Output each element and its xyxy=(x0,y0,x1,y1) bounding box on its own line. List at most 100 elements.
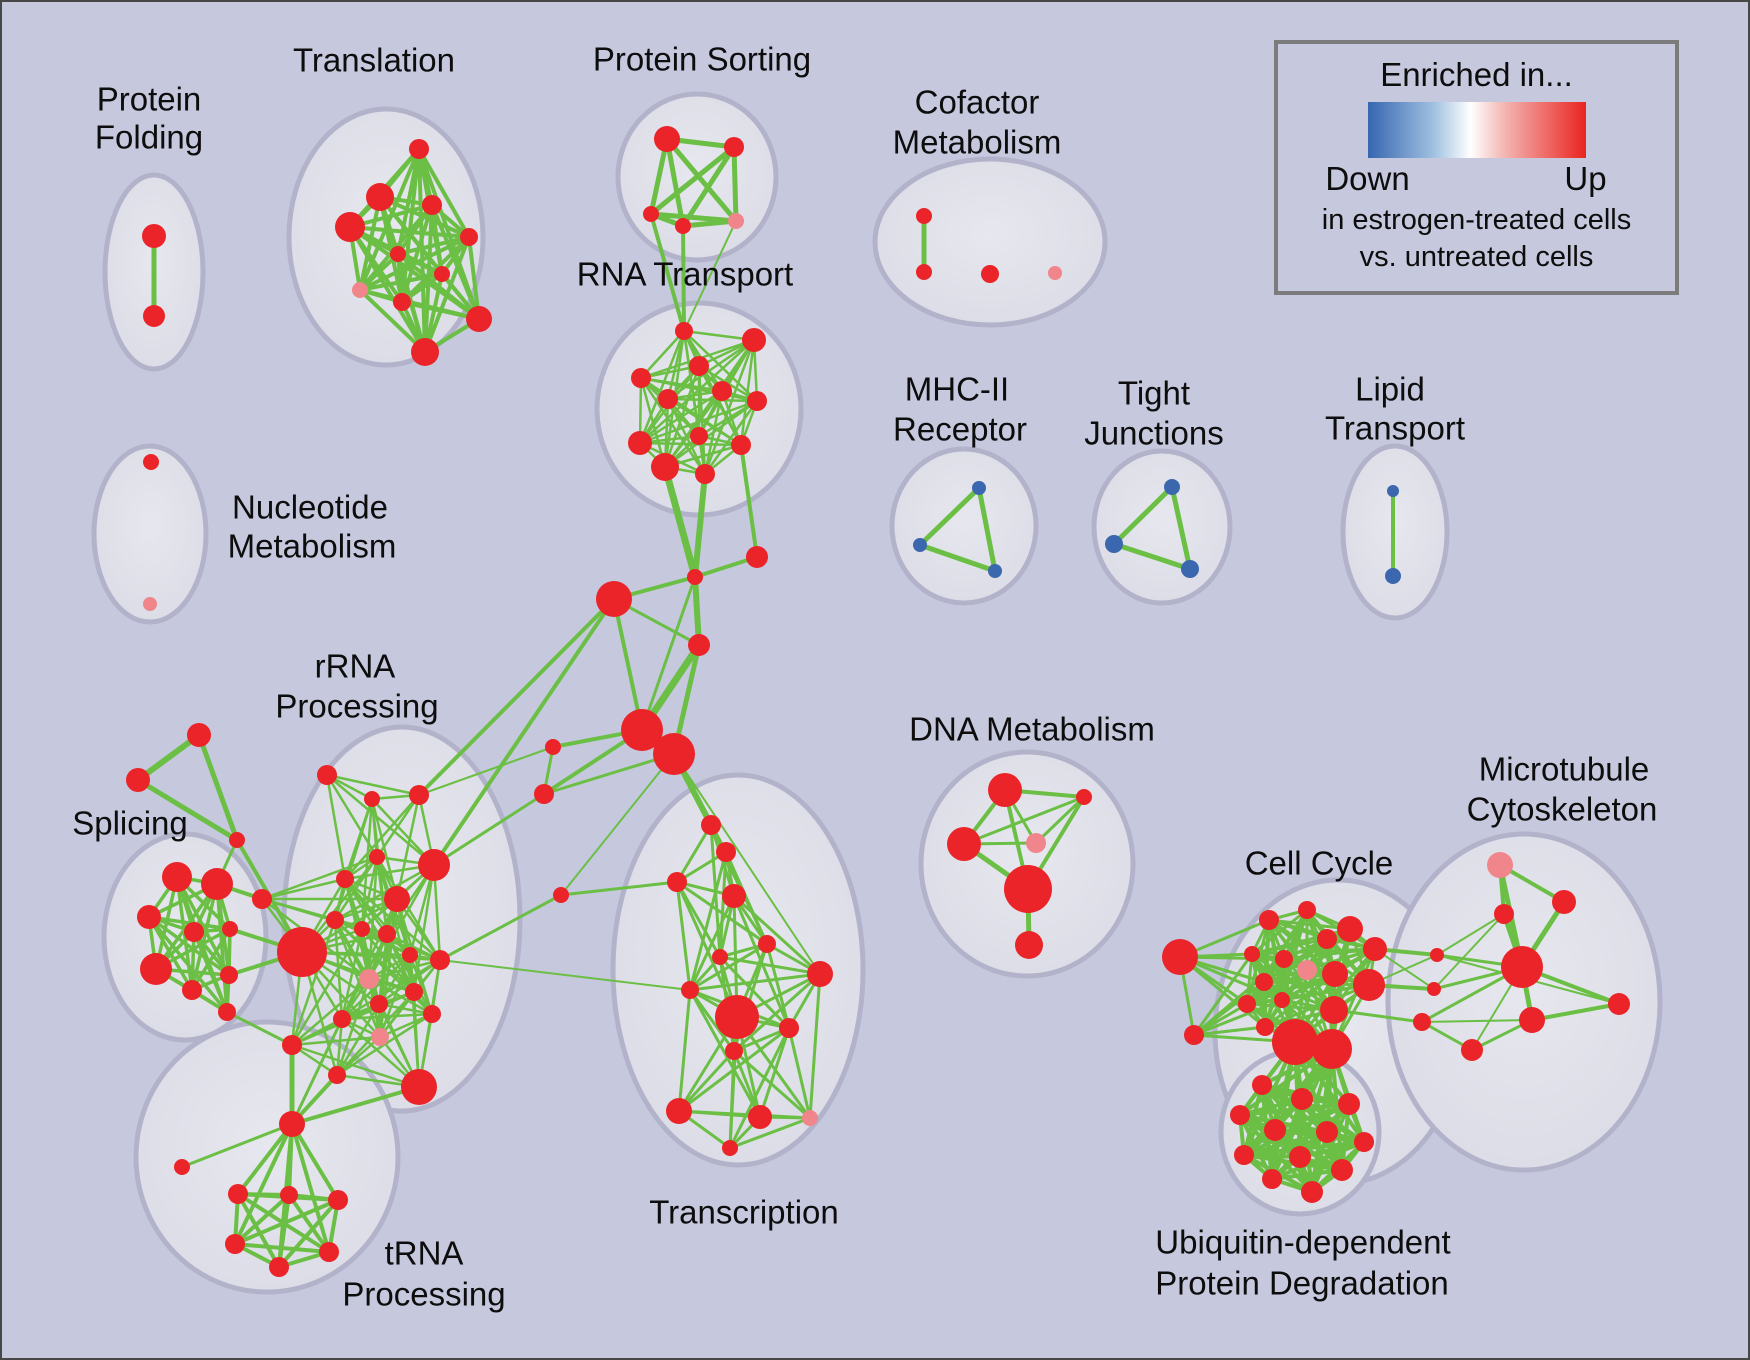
network-edge xyxy=(1192,1025,1267,1037)
network-edge xyxy=(917,485,982,548)
network-edge xyxy=(358,272,444,292)
network-edge xyxy=(287,1193,331,1254)
gene-set-node-microtubule-cytoskeleton-0 xyxy=(1487,852,1513,878)
gene-set-node-microtubule-cytoskeleton-8 xyxy=(1413,1013,1431,1031)
cluster-label-protein-sorting-line1: Protein Sorting xyxy=(593,41,811,78)
network-edge xyxy=(1178,955,1267,1029)
gene-set-node-cell-cycle-2 xyxy=(1259,910,1279,930)
network-edge xyxy=(233,1122,294,1246)
gene-set-node-connectors-2 xyxy=(746,546,768,568)
network-edge xyxy=(432,792,546,867)
network-edge xyxy=(739,443,759,559)
network-edge xyxy=(639,329,686,380)
gene-set-node-trna-processing-4 xyxy=(328,1190,348,1210)
gene-set-node-rna-transport-7 xyxy=(690,427,708,445)
cluster-label-rna-transport-line1: RNA Transport xyxy=(577,256,793,293)
network-edge xyxy=(325,773,436,867)
gene-set-node-transcription-14 xyxy=(722,884,746,908)
network-edge xyxy=(808,972,822,1120)
network-edge xyxy=(661,463,699,581)
gene-set-node-tight-junctions-2 xyxy=(1181,560,1199,578)
network-edge xyxy=(732,1049,812,1120)
gene-set-node-splicing-7 xyxy=(220,966,238,984)
network-edge xyxy=(640,575,697,732)
cluster-label-protein-folding-line1: Protein xyxy=(97,81,202,118)
gene-set-node-dna-metabolism-4 xyxy=(1004,865,1052,913)
gene-set-node-rrna-processing-11 xyxy=(378,925,396,943)
gene-set-node-dna-metabolism-3 xyxy=(1026,833,1046,853)
gene-set-node-connectors-11 xyxy=(229,832,245,848)
cluster-label-nucleotide-metabolism-line2: Metabolism xyxy=(228,528,397,565)
network-edge xyxy=(728,1026,791,1150)
gene-set-node-transcription-9 xyxy=(802,1110,818,1126)
legend-up-label: Up xyxy=(1564,160,1607,197)
gene-set-node-cell-cycle-6 xyxy=(1363,937,1387,961)
network-edge xyxy=(277,1193,291,1269)
network-edge xyxy=(358,147,421,292)
cluster-ellipse-cofactor-metabolism xyxy=(872,156,1108,328)
gene-set-node-mhc-ii-receptor-0 xyxy=(972,481,986,495)
gene-set-node-rrna-processing-22 xyxy=(328,1066,346,1084)
gene-set-node-rrna-processing-17 xyxy=(333,1010,351,1028)
gene-set-node-dna-metabolism-0 xyxy=(988,773,1022,807)
cluster-label-microtubule-cytoskeleton-line1: Microtubule xyxy=(1479,751,1650,788)
network-edge xyxy=(1421,1019,1533,1023)
network-edge xyxy=(728,1049,736,1150)
network-edge xyxy=(1282,947,1377,961)
cluster-label-tight-junctions-line1: Tight xyxy=(1118,375,1190,412)
gene-set-node-ubiquitin-degradation-0 xyxy=(1252,1075,1272,1095)
gene-set-node-rrna-processing-2 xyxy=(317,765,337,785)
gene-set-node-ubiquitin-degradation-9 xyxy=(1331,1159,1353,1181)
gene-set-node-connectors-5 xyxy=(653,733,695,775)
gene-set-node-splicing-5 xyxy=(140,953,172,985)
gene-set-node-protein-sorting-3 xyxy=(675,218,691,234)
network-edge xyxy=(417,147,471,239)
network-edge xyxy=(638,329,686,445)
gene-set-node-trna-processing-7 xyxy=(269,1257,289,1277)
gene-set-node-trna-processing-5 xyxy=(225,1234,245,1254)
gene-set-node-splicing-4 xyxy=(222,921,238,937)
network-edge xyxy=(467,235,481,321)
network-edge xyxy=(758,1026,791,1119)
network-edge xyxy=(976,485,998,574)
gene-set-node-protein-folding-0 xyxy=(142,224,166,248)
gene-set-node-transcription-6 xyxy=(725,1042,743,1060)
gene-set-node-cell-cycle-5 xyxy=(1337,916,1363,942)
network-edge xyxy=(340,1012,434,1021)
network-edge xyxy=(290,927,364,1047)
gene-set-node-rrna-processing-19 xyxy=(371,1028,389,1046)
network-edge xyxy=(787,1026,812,1120)
gene-set-node-trna-processing-1 xyxy=(174,1159,190,1175)
network-edge xyxy=(692,471,708,580)
network-edge xyxy=(638,389,724,445)
gene-set-node-rna-transport-10 xyxy=(695,464,715,484)
gene-set-node-transcription-3 xyxy=(681,981,699,999)
cluster-label-cofactor-metabolism-line2: Metabolism xyxy=(893,124,1062,161)
gene-set-node-rrna-processing-14 xyxy=(370,995,388,1013)
gene-set-node-cell-cycle-13 xyxy=(1238,995,1256,1013)
gene-set-node-cell-cycle-8 xyxy=(1275,950,1293,968)
legend-title: Enriched in... xyxy=(1380,56,1573,93)
gene-set-node-ubiquitin-degradation-10 xyxy=(1262,1169,1282,1189)
gene-set-node-transcription-10 xyxy=(722,1140,738,1156)
network-edge xyxy=(1310,1047,1334,1194)
legend-caption-line1: in estrogen-treated cells xyxy=(1321,204,1632,236)
gene-set-node-dna-metabolism-5 xyxy=(1015,931,1043,959)
gene-set-node-rrna-processing-4 xyxy=(409,785,429,805)
gene-set-node-cofactor-metabolism-0 xyxy=(916,208,932,224)
network-edge xyxy=(385,932,434,1016)
network-edge xyxy=(233,1198,340,1246)
gene-set-node-cell-cycle-9 xyxy=(1297,960,1317,980)
network-edge xyxy=(367,958,442,981)
network-edge xyxy=(1111,484,1175,547)
network-edge xyxy=(688,972,822,992)
network-edge xyxy=(430,203,481,321)
network-edge xyxy=(340,953,412,1021)
gene-set-node-trna-processing-3 xyxy=(280,1186,298,1204)
cluster-ellipse-dna-metabolism xyxy=(918,749,1136,979)
network-edge xyxy=(340,927,364,1021)
gene-set-node-rrna-processing-10 xyxy=(354,921,370,937)
cluster-label-tight-junctions-line2: Junctions xyxy=(1084,415,1223,452)
legend-gradient-bar xyxy=(1367,102,1586,158)
